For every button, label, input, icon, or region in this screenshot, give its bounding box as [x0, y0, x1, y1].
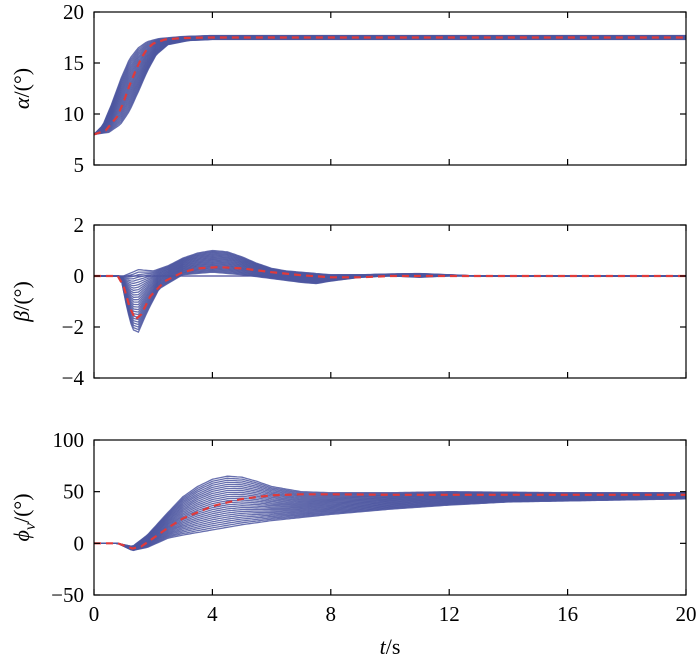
trajectory-beta-0	[94, 271, 686, 333]
ytick-label-alpha-10: 10	[63, 102, 84, 126]
panel-beta: −4 −2 0 2 β/(°)	[9, 213, 687, 390]
ytick-label-beta-0: 0	[74, 264, 85, 288]
ylabel-phi: ϕv/(°)	[9, 493, 39, 541]
ytick-label-phi-100: 100	[53, 428, 85, 452]
trajectory-alpha-13	[94, 36, 686, 135]
xlabel-phi: t/s	[380, 634, 401, 659]
nominal-line-beta	[94, 265, 686, 322]
xtick-label-phi-0: 0	[89, 602, 100, 626]
trajectory-alpha-18	[94, 35, 686, 135]
xtick-label-phi-4: 4	[207, 602, 218, 626]
ylabel-unit-phi: /(°)	[9, 493, 34, 523]
trajectory-alpha-19	[94, 35, 686, 135]
plot-area-beta	[94, 249, 686, 333]
trajectory-alpha-9	[94, 37, 686, 135]
xtick-label-phi-20: 20	[676, 602, 697, 626]
trajectory-phi-25	[94, 475, 686, 547]
ytick-label-alpha-15: 15	[63, 51, 84, 75]
ylabel-unit-beta: /(°)	[9, 281, 34, 311]
ylabel-alpha: α/(°)	[9, 68, 34, 109]
trajectory-alpha-14	[94, 36, 686, 135]
trajectory-alpha-10	[94, 37, 686, 135]
ytick-label-beta-2: 2	[74, 213, 85, 237]
trajectory-beta-1	[94, 270, 686, 331]
trajectory-alpha-8	[94, 37, 686, 136]
ytick-label-phi--50: −50	[51, 583, 84, 607]
ytick-label-beta--2: −2	[62, 315, 84, 339]
trajectory-beta-2	[94, 269, 686, 328]
ytick-label-phi-0: 0	[74, 531, 85, 555]
trajectory-alpha-22	[94, 35, 686, 135]
xlabel-unit-phi: /s	[386, 634, 401, 659]
trajectory-alpha-1	[94, 38, 686, 136]
trajectory-alpha-6	[94, 37, 686, 136]
trajectory-alpha-5	[94, 38, 686, 136]
axes-frame-phi	[93, 439, 687, 596]
ylabel-unit-alpha: /(°)	[9, 68, 34, 98]
nominal-line-phi	[94, 493, 686, 550]
trajectory-alpha-21	[94, 35, 686, 135]
trajectory-alpha-15	[94, 36, 686, 135]
nominal-line-alpha	[94, 36, 686, 136]
trajectory-alpha-2	[94, 38, 686, 136]
trajectory-alpha-20	[94, 35, 686, 135]
plot-area-phi	[94, 475, 686, 552]
xtick-label-phi-16: 16	[557, 602, 578, 626]
ylabel-symbol-phi: ϕ	[9, 530, 34, 541]
trajectory-alpha-11	[94, 37, 686, 135]
trajectory-beta-14	[94, 259, 686, 299]
xlabel-symbol-phi: t	[380, 634, 387, 659]
panel-alpha: 5 10 15 20 α/(°)	[9, 0, 687, 177]
ylabel-symbol-alpha: α	[9, 97, 34, 109]
ylabel-beta: β/(°)	[9, 281, 34, 323]
xtick-label-phi-12: 12	[439, 602, 460, 626]
xtick-label-phi-8: 8	[326, 602, 337, 626]
ytick-label-beta--4: −4	[62, 366, 85, 390]
trajectory-beta-13	[94, 260, 686, 301]
axes-frame-alpha	[93, 11, 687, 166]
trajectory-alpha-12	[94, 36, 686, 135]
trajectory-alpha-25	[94, 34, 686, 135]
trajectory-alpha-16	[94, 36, 686, 135]
trajectory-alpha-24	[94, 34, 686, 135]
axes-frame-beta	[93, 224, 687, 379]
plot-area-alpha	[94, 34, 686, 136]
trajectory-alpha-0	[94, 38, 686, 136]
trajectory-alpha-7	[94, 37, 686, 136]
trajectory-alpha-3	[94, 38, 686, 136]
trajectory-alpha-4	[94, 38, 686, 136]
ytick-label-alpha-20: 20	[63, 0, 84, 24]
trajectory-alpha-17	[94, 36, 686, 135]
trajectory-alpha-23	[94, 35, 686, 135]
ylabel-subscript-phi: v	[22, 522, 39, 530]
ytick-label-phi-50: 50	[63, 480, 84, 504]
ytick-label-alpha-5: 5	[74, 153, 85, 177]
ylabel-symbol-beta: β	[9, 311, 34, 323]
trajectory-beta-3	[94, 268, 686, 326]
